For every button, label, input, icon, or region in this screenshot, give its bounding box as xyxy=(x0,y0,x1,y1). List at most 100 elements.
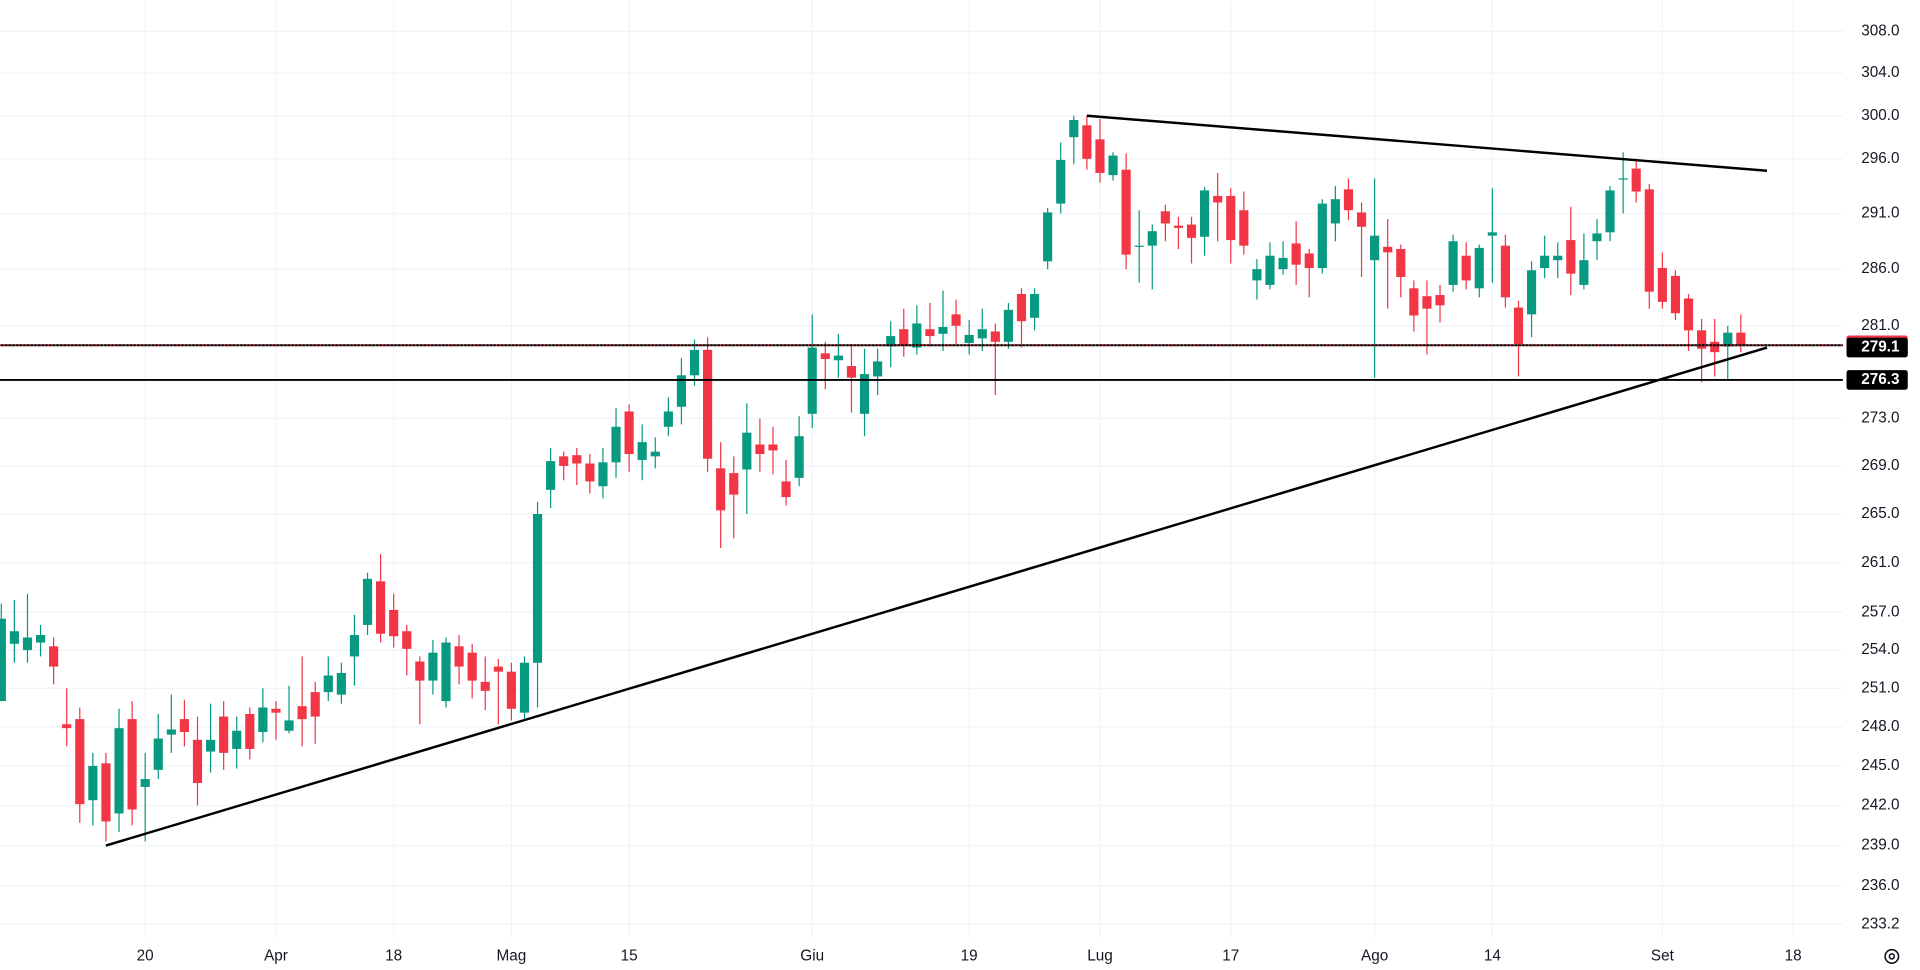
x-tick-label: 17 xyxy=(1222,947,1239,964)
gear-inner[interactable] xyxy=(1888,953,1896,960)
candle-body xyxy=(1343,189,1354,211)
candle-body xyxy=(1029,293,1040,318)
candle-body xyxy=(310,692,320,717)
x-tick-label: 18 xyxy=(385,947,402,964)
candle xyxy=(1383,219,1393,309)
candle-body xyxy=(703,349,713,459)
candle-body xyxy=(1330,199,1340,224)
candle-body xyxy=(271,708,281,713)
candle-body xyxy=(873,361,883,377)
candle-body xyxy=(1710,341,1720,353)
y-tick-label: 269.0 xyxy=(1861,457,1899,474)
candle xyxy=(336,662,346,704)
y-tick-label: 308.0 xyxy=(1861,22,1899,39)
y-tick-label: 257.0 xyxy=(1861,603,1899,620)
candle-body xyxy=(1370,235,1380,261)
candle xyxy=(232,716,242,769)
candle-body xyxy=(1291,243,1301,265)
candle-body xyxy=(114,728,124,814)
candle xyxy=(977,308,987,352)
candle xyxy=(179,699,189,747)
candle xyxy=(219,701,229,770)
candle-body xyxy=(1200,190,1210,237)
candle xyxy=(1657,252,1667,309)
candle xyxy=(611,407,621,478)
candle xyxy=(755,418,765,472)
candle xyxy=(572,448,582,486)
candle-body xyxy=(1540,255,1550,269)
candle-body xyxy=(323,675,333,693)
candle xyxy=(22,593,33,663)
candle-body xyxy=(1500,245,1510,298)
y-tick-label: 251.0 xyxy=(1861,679,1899,696)
candle-body xyxy=(441,642,451,702)
candle-body xyxy=(964,334,974,343)
candle xyxy=(428,640,438,695)
candle-body xyxy=(166,729,176,735)
candle xyxy=(729,456,739,539)
candle-body xyxy=(101,763,111,822)
candle-body xyxy=(1422,296,1432,309)
candle-body xyxy=(833,355,843,361)
candle xyxy=(1016,288,1027,348)
candle xyxy=(689,339,700,386)
x-tick-label: 20 xyxy=(137,947,154,964)
candle-body xyxy=(1631,168,1641,192)
candle xyxy=(415,656,425,725)
candle-body xyxy=(886,336,896,347)
candle xyxy=(794,416,804,487)
settings-icon[interactable] xyxy=(1884,948,1900,964)
candle-body xyxy=(951,314,961,326)
candle xyxy=(1186,216,1197,264)
candle xyxy=(1618,152,1628,214)
gear-outer[interactable] xyxy=(1884,948,1900,964)
candle-body xyxy=(415,661,425,681)
candle xyxy=(258,688,268,743)
candle-body xyxy=(1461,255,1471,281)
candle xyxy=(1540,235,1550,279)
level-value-label: 276.3 xyxy=(1861,371,1899,388)
candle xyxy=(951,299,961,345)
candle-body xyxy=(1069,120,1079,138)
candle-body xyxy=(1579,260,1589,285)
y-tick-label: 254.0 xyxy=(1861,641,1899,658)
candle xyxy=(846,344,857,413)
candle xyxy=(1252,259,1262,300)
candle xyxy=(323,656,333,702)
candle xyxy=(598,448,608,499)
candle xyxy=(1330,186,1340,242)
candle xyxy=(1566,206,1576,296)
candle xyxy=(1147,224,1157,290)
candle-body xyxy=(454,646,464,667)
grid xyxy=(0,0,1843,937)
candle-body xyxy=(899,329,909,346)
candle xyxy=(859,348,870,437)
candle-body xyxy=(1134,245,1144,247)
candle-body xyxy=(1697,330,1707,349)
candle-body xyxy=(624,411,634,454)
x-tick-label: Set xyxy=(1651,947,1675,964)
candle xyxy=(310,681,320,744)
y-tick-label: 236.0 xyxy=(1861,877,1899,894)
candle xyxy=(35,624,46,657)
candle-body xyxy=(506,671,516,709)
x-tick-label: 18 xyxy=(1785,947,1802,964)
candle xyxy=(1304,249,1314,298)
y-tick-label: 273.0 xyxy=(1861,410,1899,427)
candle-body xyxy=(35,634,46,643)
candle xyxy=(1029,288,1040,331)
y-tick-label: 286.0 xyxy=(1861,260,1899,277)
candle xyxy=(546,448,556,508)
candle-body xyxy=(1213,195,1223,203)
candle xyxy=(114,708,124,833)
candle xyxy=(1043,207,1053,270)
y-tick-label: 304.0 xyxy=(1861,64,1899,81)
candle xyxy=(480,656,490,711)
candle xyxy=(1343,178,1354,221)
candle-body xyxy=(938,326,948,334)
candle xyxy=(1291,221,1301,285)
candle xyxy=(1723,325,1733,379)
candle xyxy=(938,290,948,352)
candle xyxy=(1069,115,1079,165)
